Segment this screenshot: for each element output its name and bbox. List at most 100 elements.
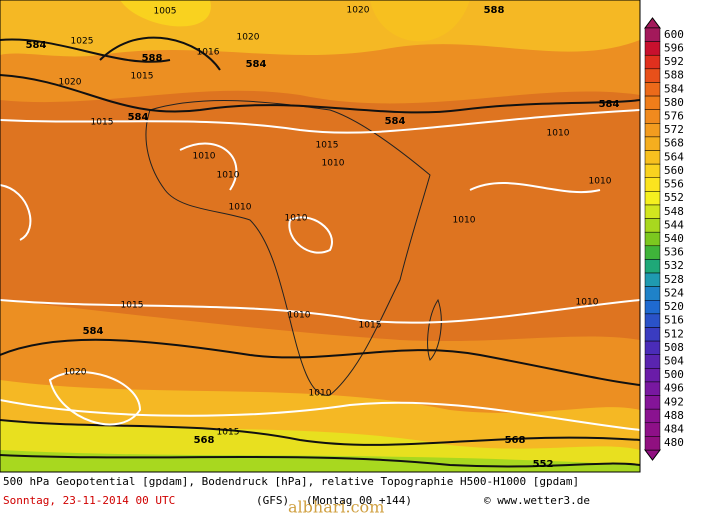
band [370,0,470,42]
colorbar-label: 548 [664,205,684,218]
contour-label: 1015 [131,72,154,82]
contour-line [0,338,641,386]
colorbar-cell [644,54,661,70]
colorbar-label: 588 [664,69,684,82]
colorbar-cell [644,300,661,315]
footer-model: (GFS) [256,494,289,507]
contour-label: 568 [194,435,215,446]
colorbar-cell [644,218,661,233]
colorbar-cap [644,17,661,29]
colorbar-label: 552 [664,191,684,204]
contour-label: 1025 [71,37,94,47]
contour-label: 584 [128,112,149,123]
colorbar-cell [644,395,661,410]
contour-label: 1010 [217,171,240,181]
colorbar-cell [644,272,661,287]
colorbar-cell [644,27,661,42]
contour-line [0,454,641,468]
contour-label: 1020 [237,33,260,43]
contour-label: 1016 [197,48,220,58]
contour-label: 1015 [316,141,339,151]
colorbar-cell [644,68,661,83]
contour-line [0,419,641,446]
colorbar-cell [644,191,661,206]
contour-label: 1020 [347,6,370,16]
colorbar-cap [644,449,661,461]
colorbar-label: 492 [664,395,684,408]
colorbar-cell [644,286,661,301]
band [0,0,640,57]
colorbar-label: 540 [664,232,684,245]
colorbar-label: 480 [664,436,684,449]
contour-label: 584 [599,99,620,110]
contour-label: 1010 [547,129,570,139]
colorbar-label: 504 [664,355,684,368]
map: 588 584 1025 1020 1015 1005 1016 1020 58… [0,0,641,473]
colorbar-cell [644,422,661,437]
colorbar-cell [644,313,661,328]
contour-label: 584 [246,59,267,70]
colorbar-label: 524 [664,286,684,299]
colorbar-cell [644,163,661,178]
colorbar-label: 584 [664,82,684,95]
colorbar-cell [644,354,661,369]
colorbar-cell [644,95,661,110]
contour-label: 584 [26,40,47,51]
colorbar-label: 520 [664,300,684,313]
isobar [0,142,238,241]
colorbar-label: 516 [664,314,684,327]
footer-title: 500 hPa Geopotential [gpdam], Bodendruck… [3,475,579,488]
contour-label: 1015 [359,321,382,331]
colorbar-label: 592 [664,55,684,68]
colorbar-cell [644,123,661,138]
colorbar-cell [644,259,661,274]
colorbar-label: 484 [664,423,684,436]
contour-label: 1010 [576,298,599,308]
footer-valid: (Montag 00 +144) [306,494,412,507]
contour-label: 552 [533,459,554,470]
colorbar-label: 600 [664,28,684,41]
contour-label: 588 [484,5,505,16]
contour-label: 584 [385,116,406,127]
colorbar-label: 508 [664,341,684,354]
colorbar-cell [644,109,661,124]
contour-label: 568 [505,435,526,446]
contour-label: 1020 [59,78,82,88]
coastline [145,100,431,396]
colorbar-label: 568 [664,137,684,150]
colorbar-cell [644,204,661,219]
contour-label: 1005 [154,7,177,17]
colorbar-cell [644,41,661,56]
contour-label: 1015 [121,301,144,311]
contour-label: 584 [83,326,104,337]
colorbar-cell [644,231,661,247]
colorbar-label: 536 [664,246,684,259]
isobar [0,299,641,324]
band [120,0,211,27]
colorbar-cell [644,245,661,260]
colorbar: 6005965925885845805765725685645605565525… [644,17,684,461]
colorbar-label: 532 [664,259,684,272]
colorbar-label: 560 [664,164,684,177]
colorbar-cell [644,82,661,97]
contour-label: 1010 [193,152,216,162]
colorbar-cell [644,327,661,342]
colorbar-label: 500 [664,368,684,381]
contour-label: 1010 [453,216,476,226]
colorbar-label: 576 [664,109,684,122]
isobar [48,182,601,426]
colorbar-label: 488 [664,409,684,422]
colorbar-cell [644,340,661,355]
colorbar-label: 564 [664,150,684,163]
footer-date: Sonntag, 23-11-2014 00 UTC [3,494,175,507]
contour-label: 1010 [229,203,252,213]
colorbar-label: 596 [664,41,684,54]
coastline [427,298,442,361]
colorbar-cell [644,177,661,192]
colorbar-label: 512 [664,327,684,340]
colorbar-cell [644,136,661,151]
colorbar-label: 496 [664,382,684,395]
contour-label: 1010 [589,177,612,187]
contour-label: 1010 [309,389,332,399]
footer-copyright: © www.wetter3.de [484,494,590,507]
